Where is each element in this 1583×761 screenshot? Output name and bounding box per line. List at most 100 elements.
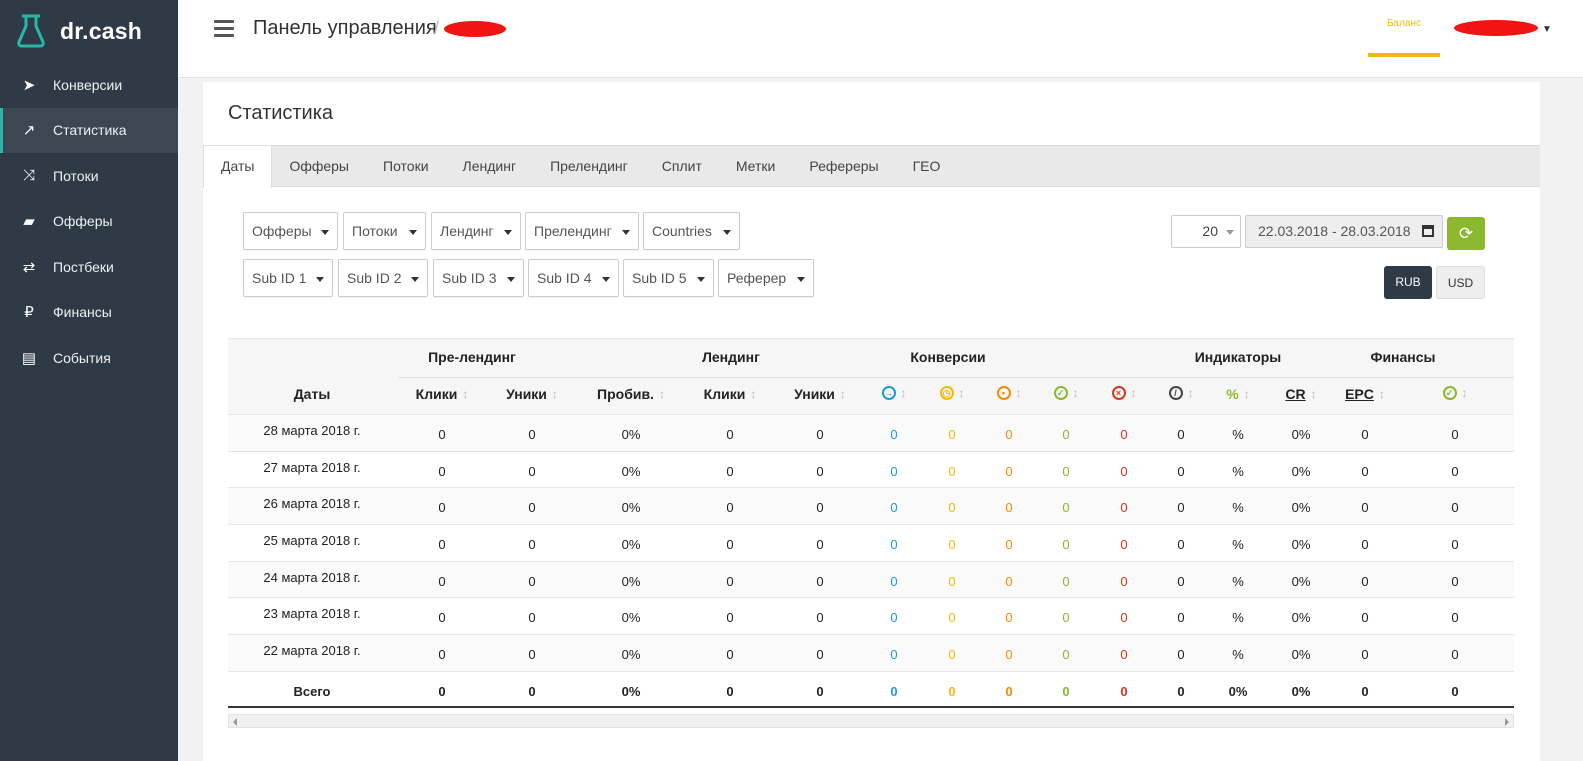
sidebar-item-1[interactable]: ↗ Статистика [0,107,178,153]
sort-icon[interactable]: ↕ [1130,386,1137,400]
filter-label: Офферы [252,223,312,239]
sort-icon[interactable]: ↕ [750,387,757,401]
horizontal-scrollbar[interactable] [228,714,1514,728]
tab-8[interactable]: ГЕО [912,158,941,174]
column-header[interactable]: × ↕ [1079,386,1169,400]
tab-2[interactable]: Потоки [383,158,429,174]
scroll-right-icon[interactable] [1505,718,1509,726]
row-date: 27 марта 2018 г. [263,459,361,475]
table-cell: 0 [1005,573,1013,589]
sidebar-item-4[interactable]: ⇄ Постбеки [0,244,178,290]
sort-icon[interactable]: ↕ [658,387,665,401]
column-header[interactable]: ◷ ↕ [907,386,997,400]
table-cell: 0 [438,573,446,589]
column-header[interactable]: CR ↕ [1256,386,1346,402]
column-header-date[interactable]: Даты [293,386,331,402]
sort-icon[interactable]: ↕ [839,387,846,401]
column-group-header: Конверсии [910,349,986,365]
column-header[interactable]: Пробив. ↕ [586,386,676,402]
table-cell: 0 [1361,463,1369,479]
redacted-username[interactable] [1454,20,1538,36]
table-cell: 0% [621,647,641,663]
filter-dropdown[interactable]: Sub ID 4 [528,259,619,297]
sort-icon[interactable]: ↕ [551,387,558,401]
table-cell: 0 [1177,647,1185,663]
table-cell: 0 [1451,610,1459,626]
filter-dropdown[interactable]: Офферы [243,212,338,250]
balance-tab[interactable]: Баланс [1368,0,1440,57]
currency-usd-button[interactable]: USD [1436,266,1485,299]
table-cell: 0 [816,647,824,663]
sort-icon[interactable]: ↕ [1310,387,1317,401]
table-cell: 0% [1291,427,1311,442]
sort-icon[interactable]: ↕ [1187,386,1194,400]
table-cell: 0% [1291,683,1311,699]
sort-icon[interactable]: ↕ [462,387,469,401]
column-header[interactable]: / ↕ [1136,386,1226,400]
per-page-select[interactable]: 20 [1171,215,1241,248]
table-cell: 0 [1361,537,1369,553]
column-header[interactable]: EPC ↕ [1320,386,1410,402]
tab-6[interactable]: Метки [735,158,776,174]
refresh-button[interactable]: ⟳ [1447,217,1485,250]
table-header: Пре-лендинг Лендинг Конверсии Индикаторы Фин… [228,338,1514,414]
tab-1[interactable]: Офферы [289,158,349,174]
sort-icon[interactable]: ↕ [1378,387,1385,401]
sort-icon[interactable]: ↕ [1243,387,1250,401]
column-header[interactable]: ✓ ↕ [1410,386,1500,400]
filter-dropdown[interactable]: Sub ID 3 [433,259,524,297]
tab-7[interactable]: Рефереры [809,158,879,174]
sort-icon[interactable]: ↕ [1461,386,1468,400]
filter-dropdown[interactable]: Лендинг [431,212,521,250]
table-cell: 0% [1291,610,1311,626]
column-header[interactable]: → ↕ [849,386,939,400]
topbar: Панель управления / Баланс ▼ [178,0,1583,78]
panel-title: Статистика [228,102,334,124]
table-cell: 0 [1451,427,1459,442]
tab-4[interactable]: Прелендинг [550,158,628,174]
user-menu-caret-icon[interactable]: ▼ [1542,24,1552,35]
column-header[interactable]: Уники ↕ [775,386,865,402]
chevron-down-icon [697,277,705,282]
chevron-down-icon [723,230,731,235]
table-cell: 0 [528,537,536,553]
sidebar-item-3[interactable]: ▰ Офферы [0,199,178,245]
scroll-left-icon[interactable] [233,718,237,726]
column-header[interactable]: Клики ↕ [685,386,775,402]
filter-label: Потоки [352,223,398,239]
tab-3[interactable]: Лендинг [462,158,517,174]
sort-icon[interactable]: ↕ [900,386,907,400]
sidebar-item-5[interactable]: ₽ Финансы [0,290,178,336]
logo[interactable]: dr.cash [0,0,178,62]
row-date: 23 марта 2018 г. [263,606,361,622]
filter-dropdown[interactable]: Реферер [718,259,814,297]
tab-5[interactable]: Сплит [661,158,702,174]
filter-dropdown[interactable]: Прелендинг [525,212,639,250]
sidebar-item-label: Конверсии [53,76,123,93]
filter-dropdown[interactable]: Потоки [343,212,426,250]
filter-label: Sub ID 5 [632,270,687,286]
filter-dropdown[interactable]: Countries [643,212,740,250]
column-header[interactable]: Уники ↕ [487,386,577,402]
filter-dropdown[interactable]: Sub ID 5 [623,259,714,297]
sidebar-item-2[interactable]: ⤨ Потоки [0,153,178,199]
table-cell: 0% [1291,647,1311,663]
sort-icon[interactable]: ↕ [1072,386,1079,400]
tab-0[interactable]: Даты [203,146,273,188]
sort-icon[interactable]: ↕ [958,386,965,400]
sidebar-item-0[interactable]: ➤ Конверсии [0,62,178,108]
date-range-input[interactable]: 22.03.2018 - 28.03.2018 [1245,215,1443,248]
column-header[interactable]: % ↕ [1193,386,1283,402]
sidebar-item-6[interactable]: ▤ События [0,335,178,381]
table-cell: 0 [726,610,734,626]
currency-rub-button[interactable]: RUB [1384,266,1432,299]
column-header[interactable]: • ↕ [964,386,1054,400]
sidebar-nav: ➤ Конверсии ↗ Статистика ⤨ Потоки ▰ Офферы ⇄ Пост… [0,62,178,381]
filter-dropdown[interactable]: Sub ID 1 [243,259,333,297]
filter-dropdown[interactable]: Sub ID 2 [338,259,428,297]
sort-icon[interactable]: ↕ [1015,386,1022,400]
column-header[interactable]: Клики ↕ [397,386,487,402]
table-cell: 0 [816,427,824,442]
menu-toggle-icon[interactable] [214,20,234,38]
column-header[interactable]: ✓ ↕ [1021,386,1111,400]
